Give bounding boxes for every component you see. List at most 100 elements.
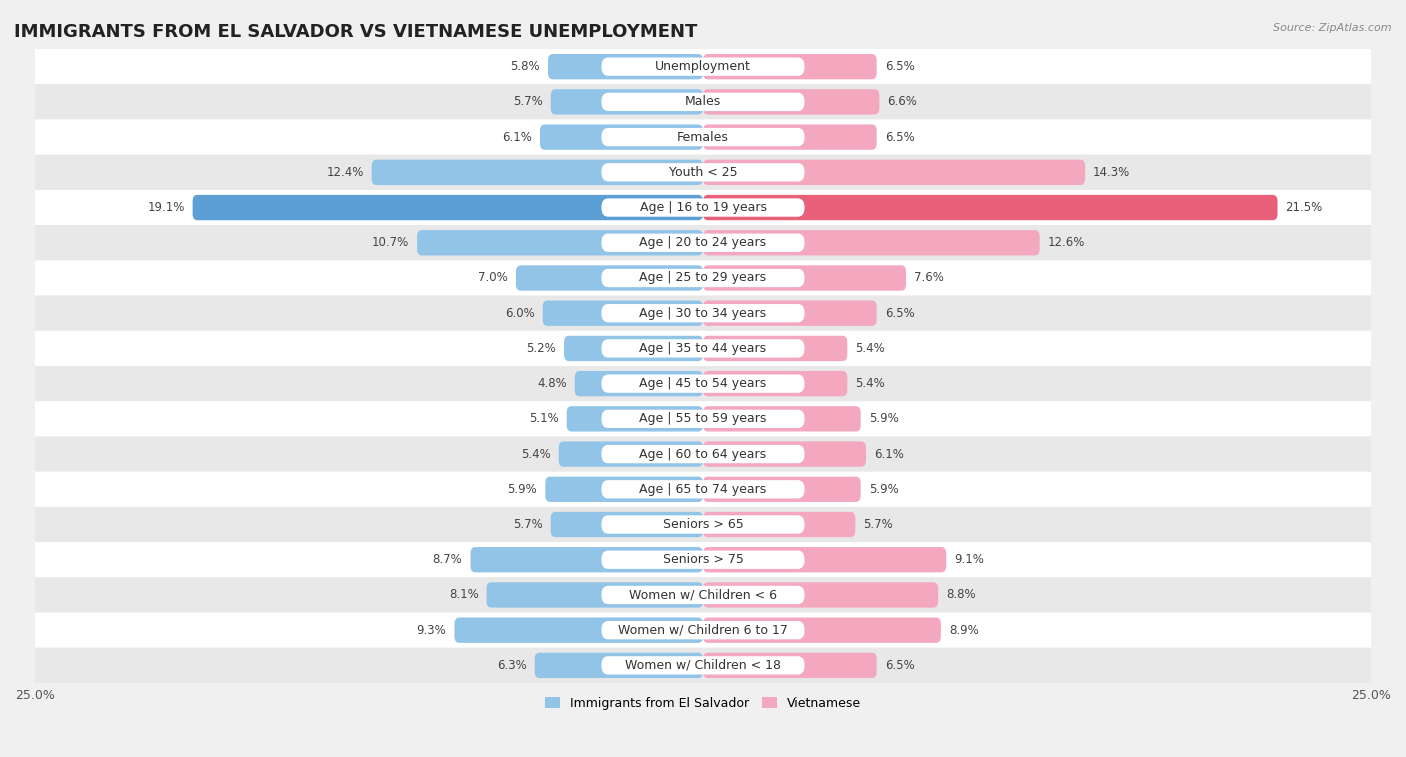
- Text: 5.4%: 5.4%: [855, 377, 884, 390]
- Text: Age | 60 to 64 years: Age | 60 to 64 years: [640, 447, 766, 460]
- FancyBboxPatch shape: [602, 198, 804, 217]
- FancyBboxPatch shape: [703, 124, 877, 150]
- FancyBboxPatch shape: [602, 164, 804, 182]
- FancyBboxPatch shape: [602, 304, 804, 322]
- Text: 6.5%: 6.5%: [884, 131, 914, 144]
- FancyBboxPatch shape: [703, 547, 946, 572]
- FancyBboxPatch shape: [602, 621, 804, 640]
- FancyBboxPatch shape: [35, 49, 1371, 84]
- FancyBboxPatch shape: [602, 128, 804, 146]
- FancyBboxPatch shape: [35, 260, 1371, 295]
- FancyBboxPatch shape: [602, 58, 804, 76]
- FancyBboxPatch shape: [35, 295, 1371, 331]
- FancyBboxPatch shape: [35, 612, 1371, 648]
- Text: 8.8%: 8.8%: [946, 588, 976, 602]
- FancyBboxPatch shape: [602, 516, 804, 534]
- FancyBboxPatch shape: [551, 512, 703, 537]
- FancyBboxPatch shape: [418, 230, 703, 255]
- FancyBboxPatch shape: [564, 336, 703, 361]
- FancyBboxPatch shape: [602, 410, 804, 428]
- FancyBboxPatch shape: [602, 586, 804, 604]
- Text: Women w/ Children < 18: Women w/ Children < 18: [626, 659, 780, 672]
- FancyBboxPatch shape: [703, 407, 860, 431]
- Text: 5.7%: 5.7%: [863, 518, 893, 531]
- Text: 6.1%: 6.1%: [875, 447, 904, 460]
- FancyBboxPatch shape: [35, 437, 1371, 472]
- Text: Age | 30 to 34 years: Age | 30 to 34 years: [640, 307, 766, 319]
- Text: 5.4%: 5.4%: [855, 342, 884, 355]
- Text: 5.9%: 5.9%: [869, 413, 898, 425]
- Legend: Immigrants from El Salvador, Vietnamese: Immigrants from El Salvador, Vietnamese: [540, 692, 866, 715]
- Text: 8.9%: 8.9%: [949, 624, 979, 637]
- FancyBboxPatch shape: [602, 234, 804, 252]
- Text: Seniors > 75: Seniors > 75: [662, 553, 744, 566]
- FancyBboxPatch shape: [548, 54, 703, 79]
- FancyBboxPatch shape: [35, 225, 1371, 260]
- FancyBboxPatch shape: [543, 301, 703, 326]
- Text: Age | 16 to 19 years: Age | 16 to 19 years: [640, 201, 766, 214]
- FancyBboxPatch shape: [703, 265, 905, 291]
- FancyBboxPatch shape: [558, 441, 703, 467]
- FancyBboxPatch shape: [703, 653, 877, 678]
- FancyBboxPatch shape: [703, 512, 855, 537]
- Text: 6.5%: 6.5%: [884, 60, 914, 73]
- Text: 5.7%: 5.7%: [513, 518, 543, 531]
- FancyBboxPatch shape: [35, 472, 1371, 507]
- Text: Youth < 25: Youth < 25: [669, 166, 737, 179]
- FancyBboxPatch shape: [602, 93, 804, 111]
- FancyBboxPatch shape: [703, 160, 1085, 185]
- Text: 6.0%: 6.0%: [505, 307, 534, 319]
- FancyBboxPatch shape: [35, 401, 1371, 437]
- FancyBboxPatch shape: [35, 154, 1371, 190]
- Text: 12.6%: 12.6%: [1047, 236, 1085, 249]
- Text: Age | 20 to 24 years: Age | 20 to 24 years: [640, 236, 766, 249]
- Text: 5.9%: 5.9%: [869, 483, 898, 496]
- FancyBboxPatch shape: [703, 336, 848, 361]
- FancyBboxPatch shape: [703, 441, 866, 467]
- FancyBboxPatch shape: [703, 230, 1039, 255]
- FancyBboxPatch shape: [703, 582, 938, 608]
- FancyBboxPatch shape: [35, 84, 1371, 120]
- FancyBboxPatch shape: [486, 582, 703, 608]
- Text: 5.7%: 5.7%: [513, 95, 543, 108]
- Text: Females: Females: [678, 131, 728, 144]
- FancyBboxPatch shape: [35, 331, 1371, 366]
- FancyBboxPatch shape: [193, 195, 703, 220]
- FancyBboxPatch shape: [35, 648, 1371, 683]
- FancyBboxPatch shape: [35, 542, 1371, 578]
- Text: Seniors > 65: Seniors > 65: [662, 518, 744, 531]
- Text: 8.7%: 8.7%: [433, 553, 463, 566]
- Text: 5.4%: 5.4%: [522, 447, 551, 460]
- FancyBboxPatch shape: [703, 618, 941, 643]
- Text: Age | 45 to 54 years: Age | 45 to 54 years: [640, 377, 766, 390]
- Text: Males: Males: [685, 95, 721, 108]
- Text: Age | 65 to 74 years: Age | 65 to 74 years: [640, 483, 766, 496]
- Text: Source: ZipAtlas.com: Source: ZipAtlas.com: [1274, 23, 1392, 33]
- FancyBboxPatch shape: [703, 371, 848, 397]
- FancyBboxPatch shape: [602, 339, 804, 357]
- Text: 7.0%: 7.0%: [478, 272, 508, 285]
- Text: 6.1%: 6.1%: [502, 131, 531, 144]
- Text: Age | 25 to 29 years: Age | 25 to 29 years: [640, 272, 766, 285]
- Text: 7.6%: 7.6%: [914, 272, 943, 285]
- FancyBboxPatch shape: [602, 550, 804, 569]
- FancyBboxPatch shape: [703, 477, 860, 502]
- Text: Women w/ Children < 6: Women w/ Children < 6: [628, 588, 778, 602]
- Text: 8.1%: 8.1%: [449, 588, 478, 602]
- Text: 21.5%: 21.5%: [1285, 201, 1323, 214]
- FancyBboxPatch shape: [546, 477, 703, 502]
- FancyBboxPatch shape: [703, 89, 879, 114]
- Text: Age | 35 to 44 years: Age | 35 to 44 years: [640, 342, 766, 355]
- Text: IMMIGRANTS FROM EL SALVADOR VS VIETNAMESE UNEMPLOYMENT: IMMIGRANTS FROM EL SALVADOR VS VIETNAMES…: [14, 23, 697, 41]
- FancyBboxPatch shape: [703, 54, 877, 79]
- Text: 10.7%: 10.7%: [371, 236, 409, 249]
- Text: Women w/ Children 6 to 17: Women w/ Children 6 to 17: [619, 624, 787, 637]
- Text: 5.1%: 5.1%: [529, 413, 558, 425]
- FancyBboxPatch shape: [567, 407, 703, 431]
- Text: 6.3%: 6.3%: [496, 659, 527, 672]
- Text: 4.8%: 4.8%: [537, 377, 567, 390]
- FancyBboxPatch shape: [602, 269, 804, 287]
- FancyBboxPatch shape: [703, 301, 877, 326]
- FancyBboxPatch shape: [540, 124, 703, 150]
- FancyBboxPatch shape: [454, 618, 703, 643]
